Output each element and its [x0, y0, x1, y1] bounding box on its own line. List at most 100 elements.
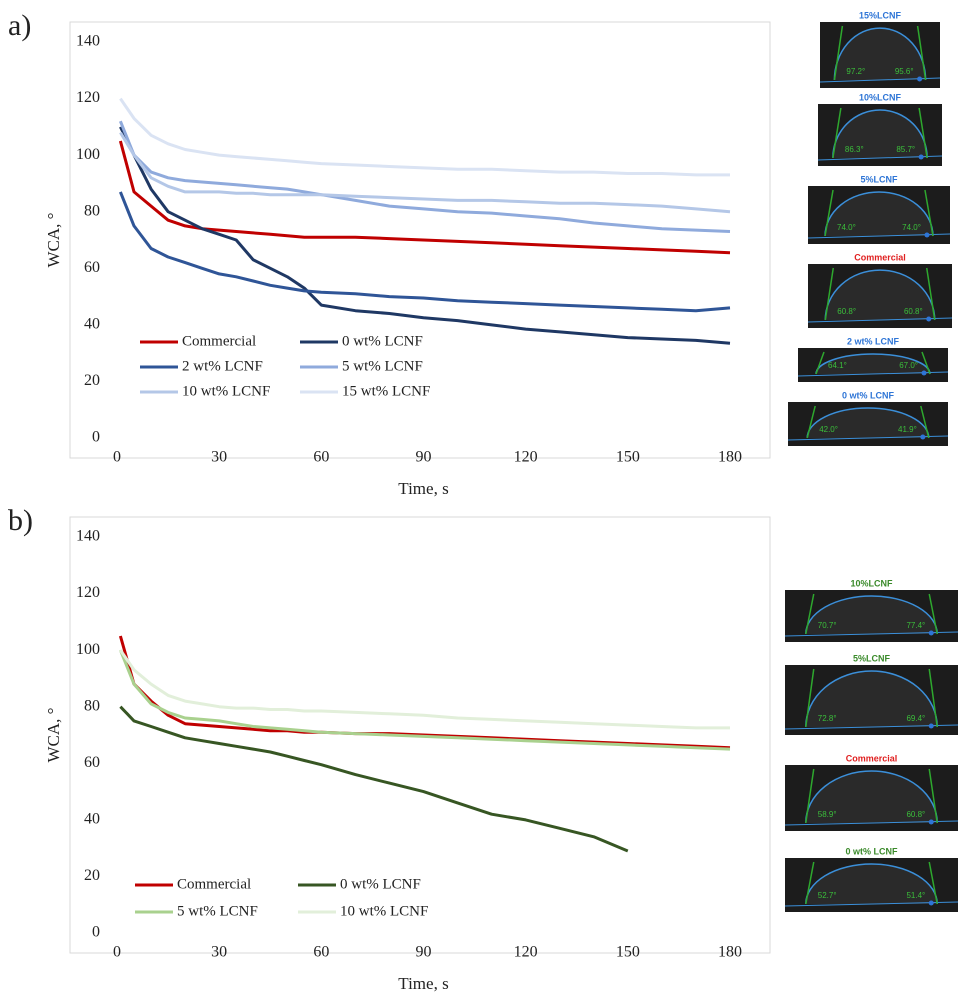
panel-label: b)	[8, 504, 33, 537]
x-tick-label: 60	[313, 449, 329, 466]
contact-angle: 69.4°	[906, 714, 925, 723]
tangent	[916, 25, 927, 81]
series-line	[119, 649, 730, 730]
y-tick-label: 40	[84, 811, 100, 828]
y-tick-label: 100	[76, 641, 100, 658]
tangent	[928, 861, 938, 905]
contact-angle: 72.8°	[818, 714, 837, 723]
legend-label: Commercial	[177, 876, 251, 892]
droplet-outline	[815, 353, 931, 375]
contact-angle: 86.3°	[845, 145, 864, 154]
series-line	[119, 649, 731, 751]
series-line	[119, 97, 730, 177]
x-tick-label: 60	[313, 944, 329, 961]
contact-angle: 77.4°	[906, 621, 925, 630]
contact-angle: 95.6°	[895, 67, 914, 76]
legend-label: 0 wt% LCNF	[342, 333, 423, 349]
y-tick-label: 60	[84, 259, 100, 276]
droplet-title: Commercial	[846, 753, 898, 763]
y-tick-label: 20	[84, 372, 100, 389]
contact-angle: 60.8°	[904, 307, 923, 316]
contact-point	[928, 723, 934, 729]
droplet-outline	[824, 269, 936, 321]
contact-angle: 60.8°	[906, 810, 925, 819]
contact-point	[924, 232, 930, 238]
y-tick-label: 80	[84, 697, 100, 714]
x-tick-label: 180	[718, 449, 742, 466]
droplet-title: 0 wt% LCNF	[845, 846, 898, 856]
legend-label: 15 wt% LCNF	[342, 383, 430, 399]
x-tick-label: 90	[416, 944, 432, 961]
droplet-outline	[805, 770, 938, 824]
x-tick-label: 180	[718, 944, 742, 961]
tangent	[824, 267, 835, 321]
tangent	[805, 768, 815, 824]
contact-angle: 70.7°	[818, 621, 837, 630]
x-tick-label: 0	[113, 944, 121, 961]
tangent	[815, 351, 825, 375]
contact-angle: 41.9°	[898, 425, 917, 434]
droplet-title: 15%LCNF	[859, 10, 902, 20]
y-tick-label: 120	[76, 89, 100, 106]
series-line	[119, 131, 731, 214]
y-axis-label: WCA, °	[44, 708, 63, 763]
legend-label: Commercial	[182, 333, 256, 349]
legend-label: 10 wt% LCNF	[182, 383, 270, 399]
legend-label: 0 wt% LCNF	[340, 876, 421, 892]
tangent	[925, 267, 936, 321]
tangent	[805, 668, 815, 728]
x-tick-label: 30	[211, 944, 227, 961]
y-tick-label: 140	[76, 33, 100, 50]
droplet-title: 10%LCNF	[859, 92, 902, 102]
x-tick-label: 150	[616, 449, 640, 466]
contact-point	[917, 76, 923, 82]
contact-angle: 60.8°	[837, 307, 856, 316]
droplet-title: 5%LCNF	[853, 653, 891, 663]
y-tick-label: 0	[92, 924, 100, 941]
series-line	[119, 126, 731, 345]
x-tick-label: 30	[211, 449, 227, 466]
contact-point	[918, 154, 924, 160]
x-tick-label: 0	[113, 449, 121, 466]
droplet-title: 0 wt% LCNF	[842, 390, 895, 400]
tangent	[805, 593, 815, 635]
y-tick-label: 20	[84, 867, 100, 884]
droplet-outline	[805, 863, 938, 905]
legend-label: 5 wt% LCNF	[342, 358, 423, 374]
y-tick-label: 140	[76, 528, 100, 545]
contact-angle: 67.0°	[899, 361, 918, 370]
x-axis-label: Time, s	[398, 479, 448, 498]
contact-point	[926, 316, 932, 322]
droplet-title: 10%LCNF	[850, 578, 893, 588]
contact-angle: 74.0°	[837, 223, 856, 232]
plot-frame	[69, 21, 771, 459]
droplet-outline	[805, 595, 938, 635]
droplet-title: 2 wt% LCNF	[847, 336, 900, 346]
y-tick-label: 40	[84, 316, 100, 333]
series-line	[118, 635, 731, 750]
tangent	[921, 351, 931, 375]
y-tick-label: 80	[84, 202, 100, 219]
droplet-outline	[824, 191, 934, 237]
contact-point	[928, 900, 934, 906]
series-line	[119, 705, 629, 853]
droplet-outline	[833, 27, 927, 81]
series-line	[118, 140, 731, 255]
x-tick-label: 150	[616, 944, 640, 961]
y-tick-label: 100	[76, 146, 100, 163]
legend-label: 2 wt% LCNF	[182, 358, 263, 374]
tangent	[924, 189, 934, 237]
contact-point	[920, 434, 926, 440]
contact-angle: 64.1°	[828, 361, 847, 370]
tangent	[806, 405, 816, 439]
tangent	[832, 107, 842, 159]
droplet-outline	[806, 407, 930, 439]
x-tick-label: 90	[416, 449, 432, 466]
legend-label: 5 wt% LCNF	[177, 903, 258, 919]
y-axis-label: WCA, °	[44, 213, 63, 268]
contact-angle: 42.0°	[819, 425, 838, 434]
tangent	[920, 405, 930, 439]
panel-label: a)	[8, 9, 31, 42]
tangent	[833, 25, 844, 81]
